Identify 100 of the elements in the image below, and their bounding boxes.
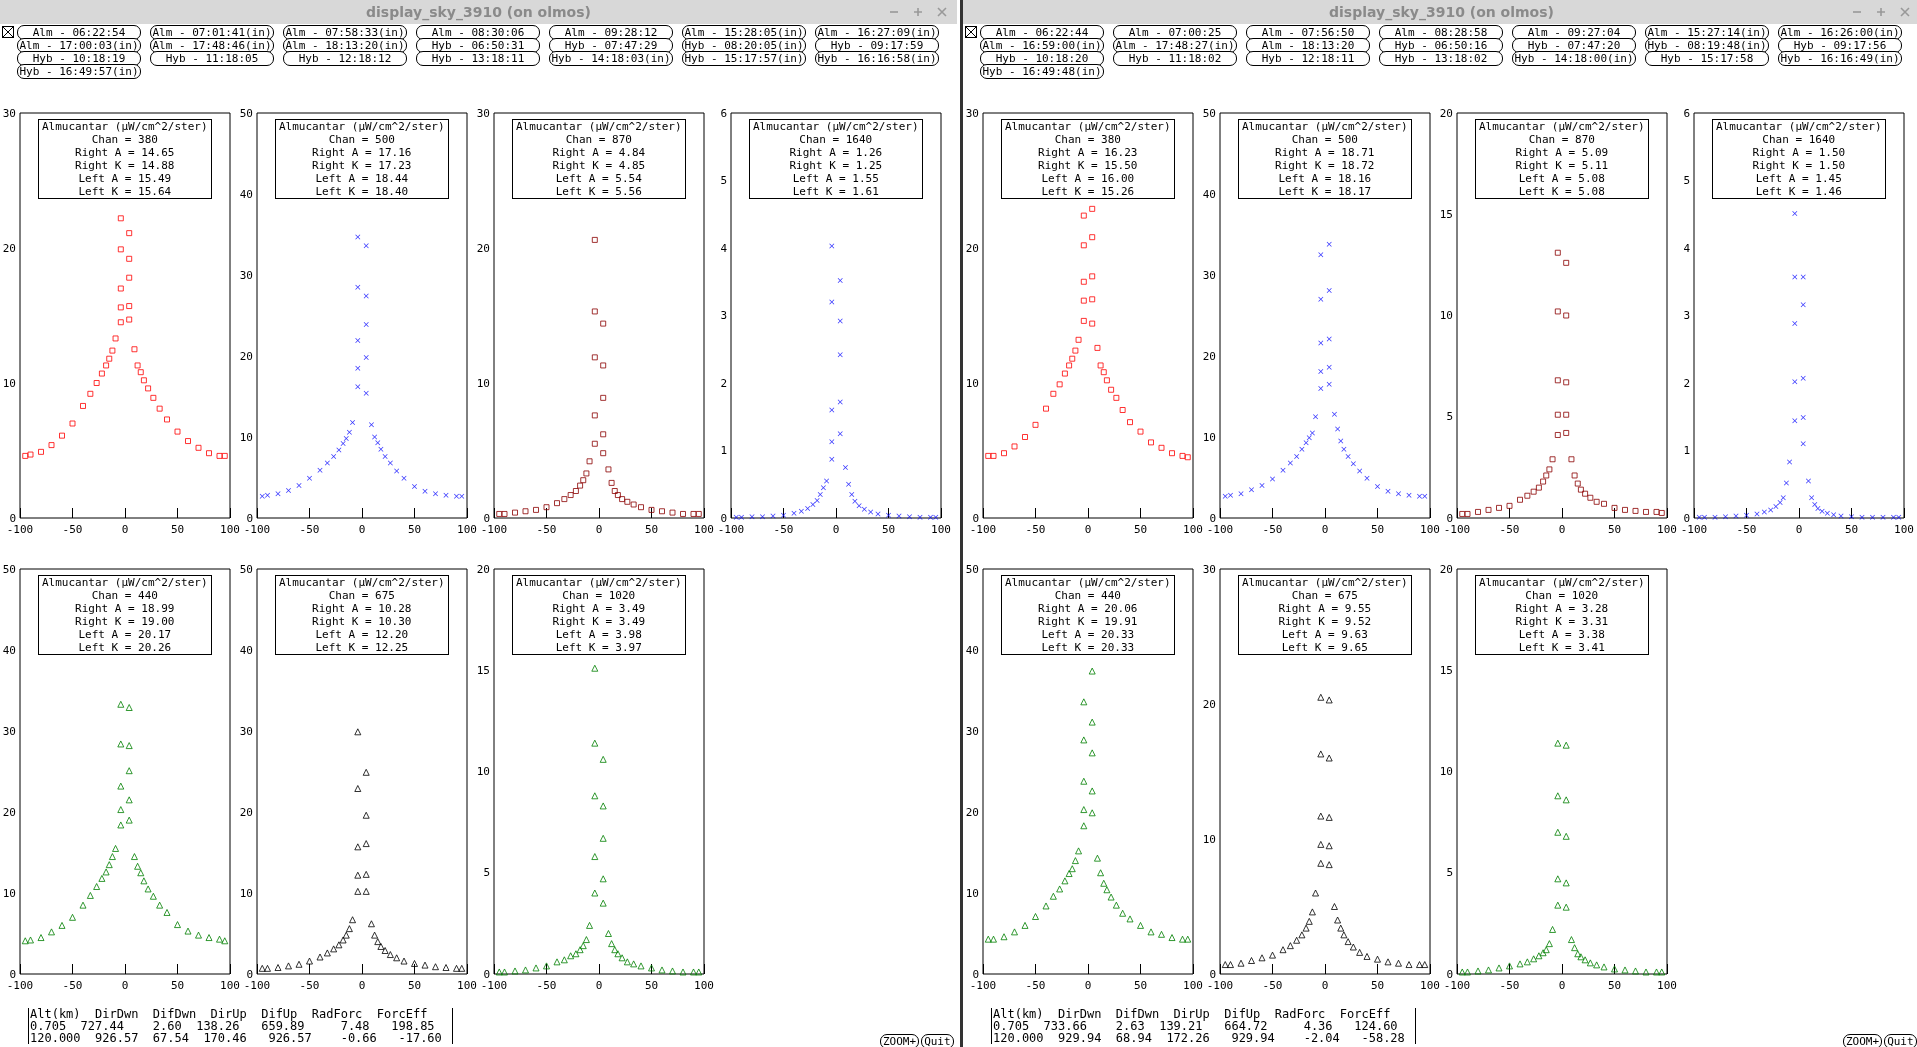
- point: [1581, 956, 1589, 964]
- annotation: Left K = 15.64: [78, 185, 172, 198]
- point: [1001, 450, 1007, 457]
- point: [1563, 429, 1570, 436]
- point: [355, 338, 361, 344]
- point: [362, 840, 370, 848]
- point: [1586, 959, 1594, 967]
- point: [600, 320, 607, 327]
- point: [1317, 859, 1325, 867]
- point: [363, 355, 369, 361]
- point: [368, 422, 374, 428]
- x-tick-label: 100: [457, 979, 477, 992]
- point: [690, 968, 697, 976]
- y-tick-label: 0: [1446, 511, 1453, 525]
- point: [1317, 840, 1325, 848]
- x-tick-label: 0: [1084, 979, 1092, 992]
- y-tick-label: 0: [720, 511, 727, 525]
- text: Alm - 06:22:44: [980, 25, 1104, 40]
- point: [339, 936, 347, 944]
- text: Hyb - 08:19:48(in): [1645, 38, 1769, 53]
- point: [695, 968, 703, 976]
- point: [1293, 936, 1301, 944]
- y-tick-label: 0: [972, 967, 979, 981]
- point: [362, 811, 370, 819]
- point: [264, 964, 271, 972]
- point: [1080, 297, 1087, 304]
- point: [117, 740, 125, 748]
- point: [117, 782, 125, 790]
- point: [1097, 869, 1105, 877]
- point: [195, 931, 202, 939]
- point: [1723, 514, 1728, 520]
- y-tick-label: 15: [1439, 207, 1453, 221]
- point: [553, 958, 561, 966]
- point: [611, 946, 619, 954]
- point: [1089, 234, 1096, 241]
- point: [591, 664, 599, 672]
- point: [1072, 347, 1079, 354]
- x-tick-label: -100: [6, 523, 34, 536]
- point: [600, 394, 607, 401]
- point: [1089, 205, 1096, 212]
- x-tick-label: 100: [457, 523, 477, 536]
- point: [985, 452, 992, 459]
- text: ZOOM+: [880, 1034, 920, 1047]
- y-tick-label: 5: [1683, 174, 1690, 187]
- point: [103, 362, 110, 369]
- point: [543, 504, 550, 511]
- annotation: Right A = 18.99: [75, 602, 175, 615]
- point: [295, 960, 303, 968]
- point: [102, 868, 110, 876]
- point: [1535, 484, 1542, 491]
- point: [346, 429, 352, 435]
- point: [216, 452, 223, 459]
- point: [1126, 915, 1134, 923]
- point: [371, 931, 379, 939]
- point: [350, 419, 356, 425]
- point: [48, 928, 55, 936]
- point: [1658, 968, 1666, 976]
- point: [1097, 362, 1104, 369]
- point: [131, 346, 138, 353]
- point: [1642, 968, 1650, 976]
- point: [907, 514, 912, 520]
- y-tick-label: 20: [2, 241, 16, 255]
- point: [1119, 909, 1127, 917]
- text: Alm - 15:27:14(in): [1645, 25, 1769, 40]
- point: [86, 891, 94, 899]
- point: [1545, 940, 1553, 948]
- y-tick-label: 6: [1683, 106, 1690, 120]
- point: [495, 968, 503, 976]
- point: [1068, 865, 1076, 873]
- point: [421, 961, 429, 969]
- point: [608, 479, 615, 486]
- point: [400, 957, 408, 965]
- point: [1464, 968, 1471, 976]
- point: [1184, 935, 1192, 943]
- point: [1340, 931, 1348, 939]
- point: [1496, 504, 1502, 511]
- point: [345, 925, 353, 933]
- point: [1043, 405, 1049, 412]
- point: [442, 964, 450, 972]
- point: [1421, 961, 1429, 969]
- text: Alm - 06:22:54: [17, 25, 141, 40]
- text: Hyb - 06:50:31: [416, 38, 540, 53]
- point: [1294, 453, 1300, 459]
- text: Alm - 16:59:00(in): [980, 38, 1104, 53]
- text: Hyb - 09:17:59: [815, 38, 939, 53]
- point: [1337, 924, 1345, 932]
- y-tick-label: 10: [239, 886, 253, 900]
- text: Alm - 07:00:25: [1113, 25, 1237, 40]
- y-tick-label: 0: [1209, 967, 1216, 981]
- point: [454, 493, 459, 499]
- point: [496, 510, 503, 517]
- y-tick-label: 10: [476, 765, 490, 778]
- point: [221, 937, 229, 945]
- point: [1571, 472, 1578, 479]
- point: [591, 354, 598, 361]
- annotation: Left A = 15.49: [78, 172, 172, 185]
- point: [1318, 385, 1324, 391]
- text: Hyb - 12:18:12: [283, 51, 407, 66]
- point: [117, 246, 124, 253]
- point: [433, 491, 438, 497]
